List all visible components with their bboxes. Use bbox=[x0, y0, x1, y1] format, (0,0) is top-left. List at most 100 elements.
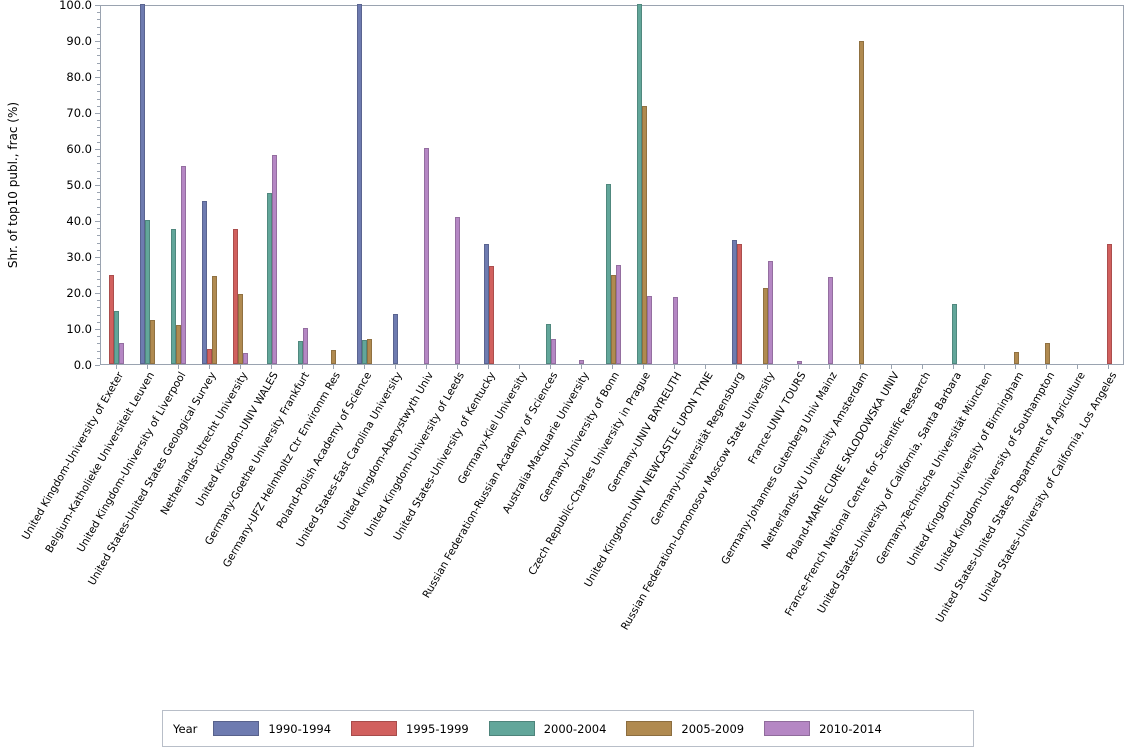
y-minor-tick-mark bbox=[97, 163, 100, 165]
y-minor-tick-mark bbox=[97, 199, 100, 201]
y-minor-tick-mark bbox=[97, 177, 100, 179]
legend-title: Year bbox=[173, 721, 198, 736]
x-tick-mark bbox=[922, 365, 924, 369]
y-tick-mark bbox=[95, 185, 100, 186]
bar bbox=[243, 352, 249, 364]
bar bbox=[1013, 352, 1019, 364]
legend-label: 1990-1994 bbox=[268, 721, 332, 736]
x-tick-mark bbox=[860, 365, 862, 369]
y-minor-tick-mark bbox=[97, 285, 100, 287]
x-tick-mark bbox=[146, 365, 148, 369]
y-minor-tick-mark bbox=[97, 249, 100, 251]
bar bbox=[181, 166, 187, 364]
bar bbox=[488, 266, 494, 364]
bar bbox=[114, 311, 119, 364]
y-tick-label: 10.0 bbox=[66, 322, 92, 336]
bar bbox=[331, 349, 337, 364]
x-tick-mark bbox=[518, 365, 520, 369]
x-tick-mark bbox=[487, 365, 489, 369]
x-tick-mark bbox=[363, 365, 365, 369]
x-tick-mark bbox=[643, 365, 645, 369]
y-minor-tick-mark bbox=[97, 12, 100, 14]
legend-item[interactable]: 2000-2004 bbox=[488, 721, 607, 736]
y-minor-tick-mark bbox=[97, 55, 100, 57]
bar bbox=[646, 295, 652, 364]
x-tick-mark bbox=[798, 365, 800, 369]
y-minor-tick-mark bbox=[97, 206, 100, 208]
bar bbox=[579, 360, 585, 364]
bar bbox=[951, 304, 957, 364]
x-tick-label: Germany-Johannes Gutenberg Univ Mainz bbox=[719, 370, 840, 567]
bar bbox=[357, 4, 363, 364]
y-minor-tick-mark bbox=[97, 321, 100, 323]
y-minor-tick-mark bbox=[97, 91, 100, 93]
legend-item[interactable]: 2005-2009 bbox=[626, 721, 744, 736]
x-tick-mark bbox=[984, 365, 986, 369]
bar bbox=[393, 313, 399, 364]
y-minor-tick-mark bbox=[97, 84, 100, 86]
plot-area bbox=[100, 4, 1124, 365]
y-tick-mark bbox=[95, 221, 100, 222]
y-tick-mark bbox=[95, 149, 100, 150]
bar bbox=[858, 41, 864, 364]
bar bbox=[202, 201, 208, 364]
y-tick-mark bbox=[95, 113, 100, 114]
y-tick-label: 100.0 bbox=[59, 0, 92, 12]
legend-item[interactable]: 2010-2014 bbox=[764, 721, 882, 736]
y-minor-tick-mark bbox=[97, 235, 100, 237]
y-tick-mark bbox=[95, 257, 100, 258]
legend-item[interactable]: 1995-1999 bbox=[351, 721, 469, 736]
x-tick-mark bbox=[767, 365, 769, 369]
x-tick-mark bbox=[674, 365, 676, 369]
y-tick-label: 80.0 bbox=[66, 70, 92, 84]
y-tick-label: 60.0 bbox=[66, 142, 92, 156]
bar bbox=[266, 192, 272, 364]
bar bbox=[610, 274, 616, 364]
bar bbox=[768, 261, 774, 364]
x-tick-mark bbox=[612, 365, 613, 369]
x-tick-mark bbox=[1015, 365, 1017, 369]
x-tick-mark bbox=[1046, 365, 1048, 369]
x-tick-mark bbox=[425, 365, 427, 369]
x-tick-label: United Kingdom-University of Birmingham bbox=[904, 370, 1026, 569]
bar bbox=[827, 276, 833, 364]
bar bbox=[796, 361, 802, 364]
x-tick-label: Germany-UFZ Helmholtz Ctr Environm Res bbox=[220, 370, 344, 570]
y-minor-tick-mark bbox=[97, 19, 100, 21]
x-tick-label: France-French National Centre for Scient… bbox=[782, 370, 933, 619]
y-tick-label: 20.0 bbox=[66, 286, 92, 300]
x-tick-mark bbox=[301, 365, 303, 369]
bar bbox=[233, 228, 239, 364]
x-tick-label: United States-University of California, … bbox=[815, 370, 964, 616]
y-minor-tick-mark bbox=[97, 278, 100, 280]
bar bbox=[550, 338, 556, 364]
legend-swatch bbox=[488, 721, 535, 736]
bar bbox=[605, 184, 611, 364]
legend-label: 2000-2004 bbox=[543, 721, 607, 736]
y-minor-tick-mark bbox=[97, 192, 100, 194]
legend-swatch bbox=[626, 721, 673, 736]
legend-items: 1990-1994 1995-1999 2000-2004 2005-2009 2010… bbox=[213, 721, 901, 736]
y-minor-tick-mark bbox=[97, 307, 100, 309]
legend-swatch bbox=[213, 721, 260, 736]
legend-label: 2010-2014 bbox=[819, 721, 882, 736]
y-tick-label: 30.0 bbox=[66, 250, 92, 264]
legend-item[interactable]: 1990-1994 bbox=[213, 721, 331, 736]
bar bbox=[362, 339, 368, 364]
x-tick-mark bbox=[549, 365, 551, 369]
y-minor-tick-mark bbox=[97, 314, 100, 316]
y-minor-tick-mark bbox=[97, 170, 100, 172]
bar bbox=[455, 217, 461, 364]
y-minor-tick-mark bbox=[97, 156, 100, 158]
x-tick-mark bbox=[580, 365, 582, 369]
x-tick-mark bbox=[332, 365, 334, 369]
y-minor-tick-mark bbox=[97, 69, 100, 71]
y-minor-tick-mark bbox=[97, 120, 100, 122]
y-minor-tick-mark bbox=[97, 127, 100, 129]
x-tick-mark bbox=[270, 365, 272, 369]
bar bbox=[1044, 343, 1050, 364]
x-tick-mark bbox=[115, 365, 117, 369]
y-tick-mark bbox=[95, 41, 100, 42]
bar bbox=[140, 4, 146, 364]
